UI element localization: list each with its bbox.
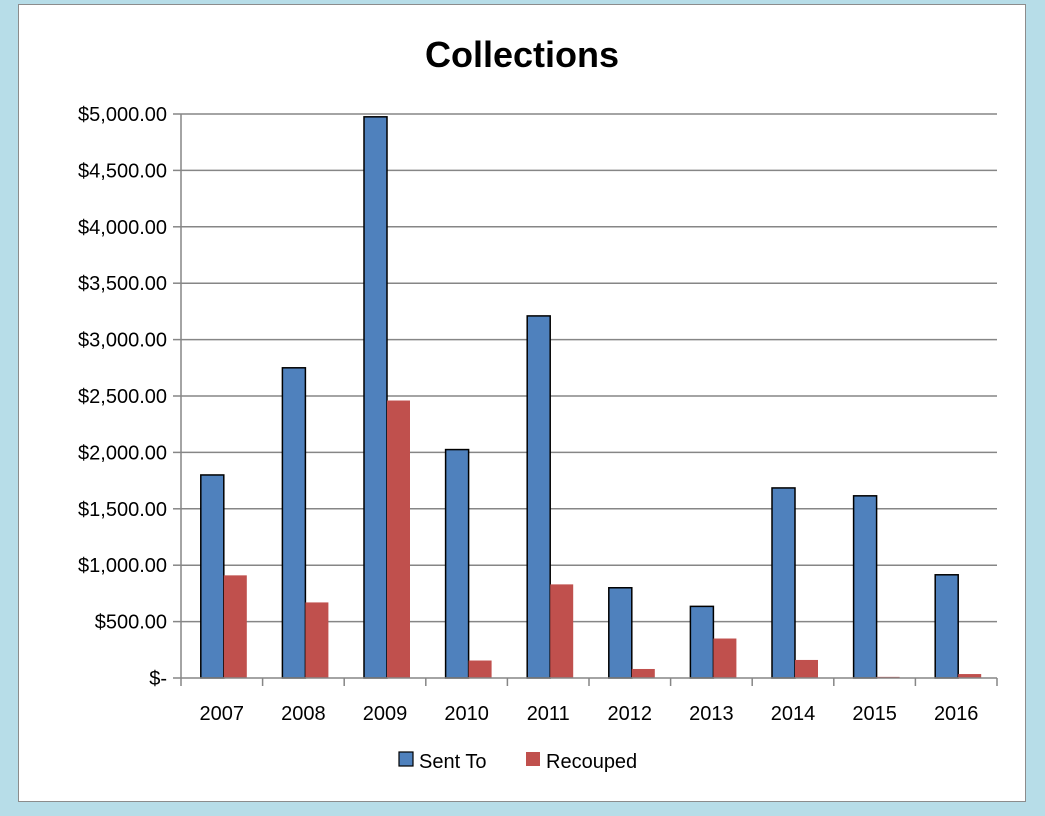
- y-tick-label: $3,000.00: [78, 330, 167, 352]
- bar-sent-to-2012: [608, 587, 633, 679]
- bar-recouped-2016: [958, 674, 982, 678]
- y-tick-label: $4,000.00: [78, 217, 167, 239]
- bar-recouped-2007: [223, 575, 247, 678]
- bar-recouped-2012: [631, 668, 655, 678]
- bar-recouped-2014: [795, 659, 818, 678]
- y-tick-label: $1,000.00: [78, 555, 167, 577]
- legend-label-recouped: Recouped: [546, 751, 637, 773]
- x-tick-label: 2010: [444, 703, 489, 725]
- bar-recouped-2009: [387, 400, 410, 678]
- bar-recouped-2013: [713, 638, 737, 678]
- y-tick-label: $1,500.00: [78, 499, 167, 521]
- bar-sent-to-2011: [526, 315, 551, 679]
- bars: [200, 116, 982, 679]
- x-tick-label: 2009: [363, 703, 408, 725]
- bar-sent-to-2013: [689, 605, 715, 679]
- axes: $- $500.00 $1,000.00 $1,500.00 $2,000.00 $2,5…: [78, 104, 998, 725]
- legend: Sent To Recouped: [398, 751, 637, 773]
- y-tick-label: $500.00: [95, 612, 167, 634]
- x-tick-label: 2015: [852, 703, 897, 725]
- bar-sent-to-2014: [771, 487, 796, 679]
- bar-recouped-2008: [305, 602, 329, 678]
- legend-label-sent-to: Sent To: [419, 751, 486, 773]
- bar-sent-to-2015: [852, 495, 878, 679]
- chart-frame: Collections $- $500.00 $1,000.00 $1,500.00 $…: [18, 4, 1026, 802]
- bar-sent-to-2008: [281, 367, 307, 679]
- y-tick-label: $3,500.00: [78, 273, 167, 295]
- bar-sent-to-2007: [200, 474, 225, 679]
- x-tick-label: 2012: [608, 703, 653, 725]
- bar-sent-to-2009: [363, 116, 388, 679]
- collections-chart: Collections $-$500.00$1,000.00$1,500.00$…: [78, 34, 998, 773]
- legend-swatch-sent-to: [398, 751, 414, 767]
- x-tick-label: 2011: [527, 703, 570, 725]
- x-tick-label: 2008: [281, 703, 326, 725]
- x-tick-label: 2016: [934, 703, 979, 725]
- chart-title: Collections: [425, 34, 619, 75]
- y-tick-label: $5,000.00: [78, 104, 167, 126]
- gridlines: [181, 113, 997, 623]
- y-tick-label: $-: [149, 668, 167, 690]
- bar-recouped-2011: [550, 584, 574, 678]
- legend-swatch-recouped: [526, 752, 540, 766]
- y-tick-label: $2,500.00: [78, 386, 167, 408]
- y-tick-label: $2,000.00: [78, 442, 167, 464]
- x-tick-label: 2014: [771, 703, 816, 725]
- bar-sent-to-2010: [444, 448, 470, 679]
- x-tick-label: 2007: [200, 703, 245, 725]
- bar-recouped-2010: [468, 660, 492, 678]
- x-tick-label: 2013: [689, 703, 734, 725]
- bar-sent-to-2016: [934, 574, 959, 679]
- y-tick-label: $4,500.00: [78, 160, 167, 182]
